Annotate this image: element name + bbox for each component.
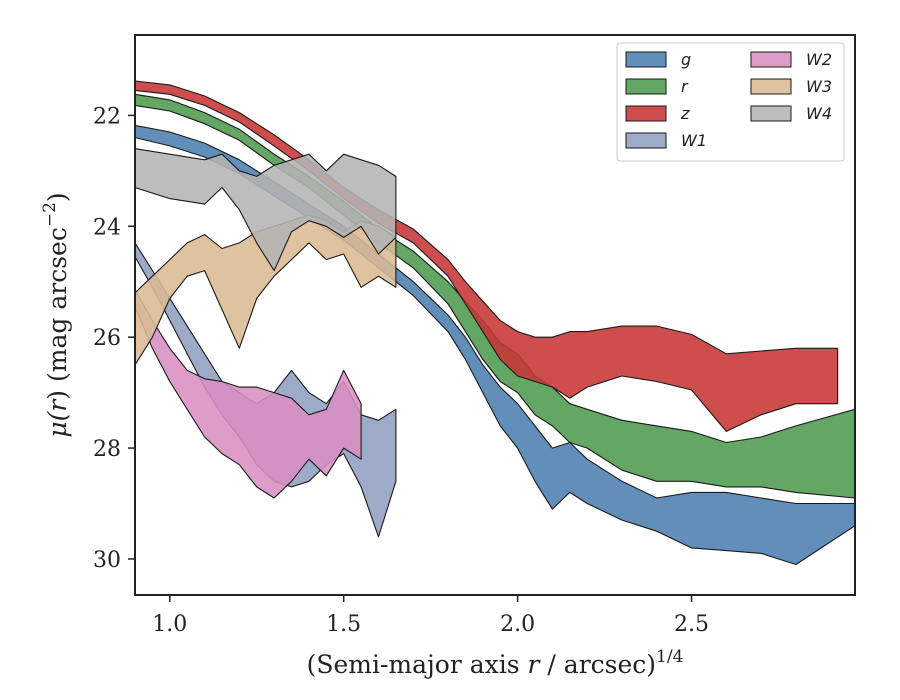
band-w3 [135,214,397,366]
x-axis-label: (Semi-major axis r / arcsec)1/4 [307,647,684,679]
legend-label-w3: W3 [806,77,832,96]
x-tick-label: 1.5 [326,612,361,637]
y-tick-label: 28 [93,437,121,462]
y-tick-label: 26 [93,326,121,351]
axis-ticks: 1.0 1.5 2.0 2.5 22 24 26 28 30 [93,104,709,637]
legend-label-g: g [681,50,691,69]
legend-label-r: r [681,77,689,96]
legend-swatch-w2 [750,51,792,68]
legend-swatch-w4 [750,105,792,122]
legend-swatch-r [625,78,667,95]
y-tick-label: 22 [93,104,121,129]
legend-label-w4: W4 [806,104,832,123]
legend-label-w2: W2 [806,50,832,69]
band-w2 [135,289,362,499]
y-tick-label: 30 [93,548,121,573]
x-tick-label: 2.0 [500,612,535,637]
x-tick-label: 2.5 [674,612,709,637]
y-tick-label: 24 [93,215,121,240]
legend-swatch-w1 [625,132,667,149]
y-axis-label: μ(r) (mag arcsec−2) [40,192,72,437]
legend-swatch-w3 [750,78,792,95]
legend-label-z: z [680,104,690,123]
band-areas [135,80,855,566]
band-w4 [135,148,397,272]
legend-label-w1: W1 [681,131,707,150]
plot-frame [134,34,856,596]
x-tick-label: 1.0 [152,612,187,637]
legend-swatch-g [625,51,667,68]
legend-swatch-z [625,105,667,122]
legend: grz W1 W2 W3 W4 [616,42,845,162]
legend-box [616,42,845,162]
